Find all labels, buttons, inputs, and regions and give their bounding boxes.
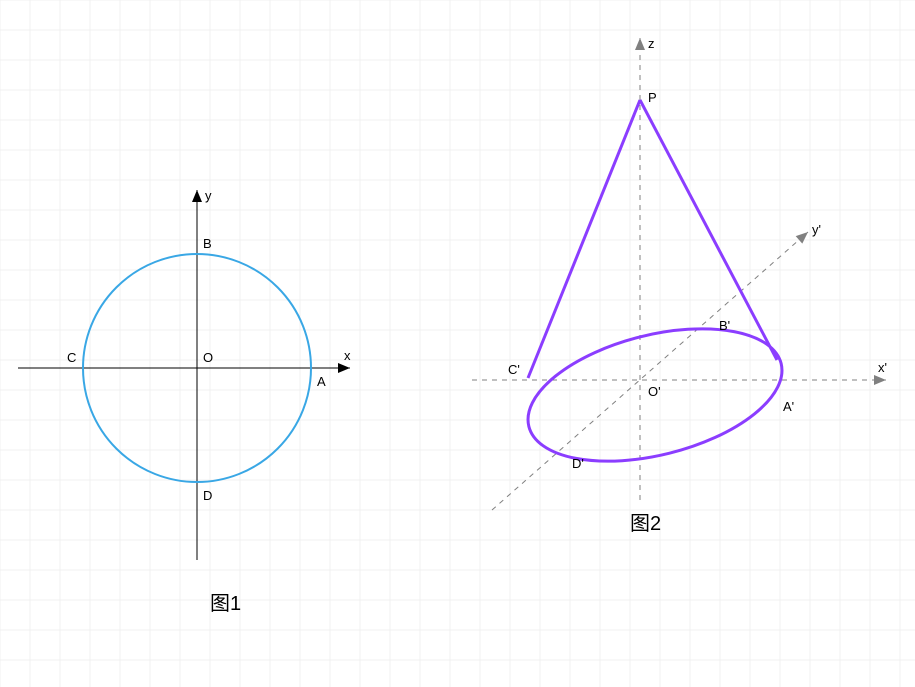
- fig1-y-axis-label: y: [205, 188, 212, 203]
- fig1-caption: 图1: [210, 593, 241, 615]
- fig2-point-C-label: C': [508, 362, 520, 377]
- fig1-point-C-label: C: [67, 350, 76, 365]
- fig1-point-D-label: D: [203, 488, 212, 503]
- fig1-point-B-label: B: [203, 236, 212, 251]
- figure-2: x' z y' O' P A' B' C' D' 图2: [472, 36, 887, 535]
- fig2-caption: 图2: [630, 513, 661, 535]
- fig2-point-A-label: A': [783, 399, 794, 414]
- fig2-z-arrow: [635, 38, 645, 50]
- fig1-x-axis-label: x: [344, 348, 351, 363]
- fig1-origin-label: O: [203, 350, 213, 365]
- fig2-x-arrow: [874, 375, 886, 385]
- fig2-x-axis-label: x': [878, 360, 887, 375]
- fig2-y-arrow: [796, 232, 808, 244]
- fig2-origin-label: O': [648, 384, 661, 399]
- grid-layer: [0, 0, 915, 687]
- fig2-cone-edge-right: [640, 100, 777, 360]
- diagram-canvas: x y O A B C D 图1 x' z y' O' P A' B' C' D…: [0, 0, 915, 687]
- fig2-y-axis-label: y': [812, 222, 821, 237]
- fig2-point-B-label: B': [719, 318, 730, 333]
- fig1-y-arrow: [192, 190, 202, 202]
- fig1-point-A-label: A: [317, 374, 326, 389]
- fig1-x-arrow: [338, 363, 350, 373]
- fig2-z-axis-label: z: [648, 36, 655, 51]
- fig2-apex-label: P: [648, 90, 657, 105]
- fig2-point-D-label: D': [572, 456, 584, 471]
- figure-1: x y O A B C D 图1: [18, 188, 351, 615]
- fig2-cone-edge-left: [528, 100, 640, 378]
- fig2-y-axis: [492, 232, 808, 510]
